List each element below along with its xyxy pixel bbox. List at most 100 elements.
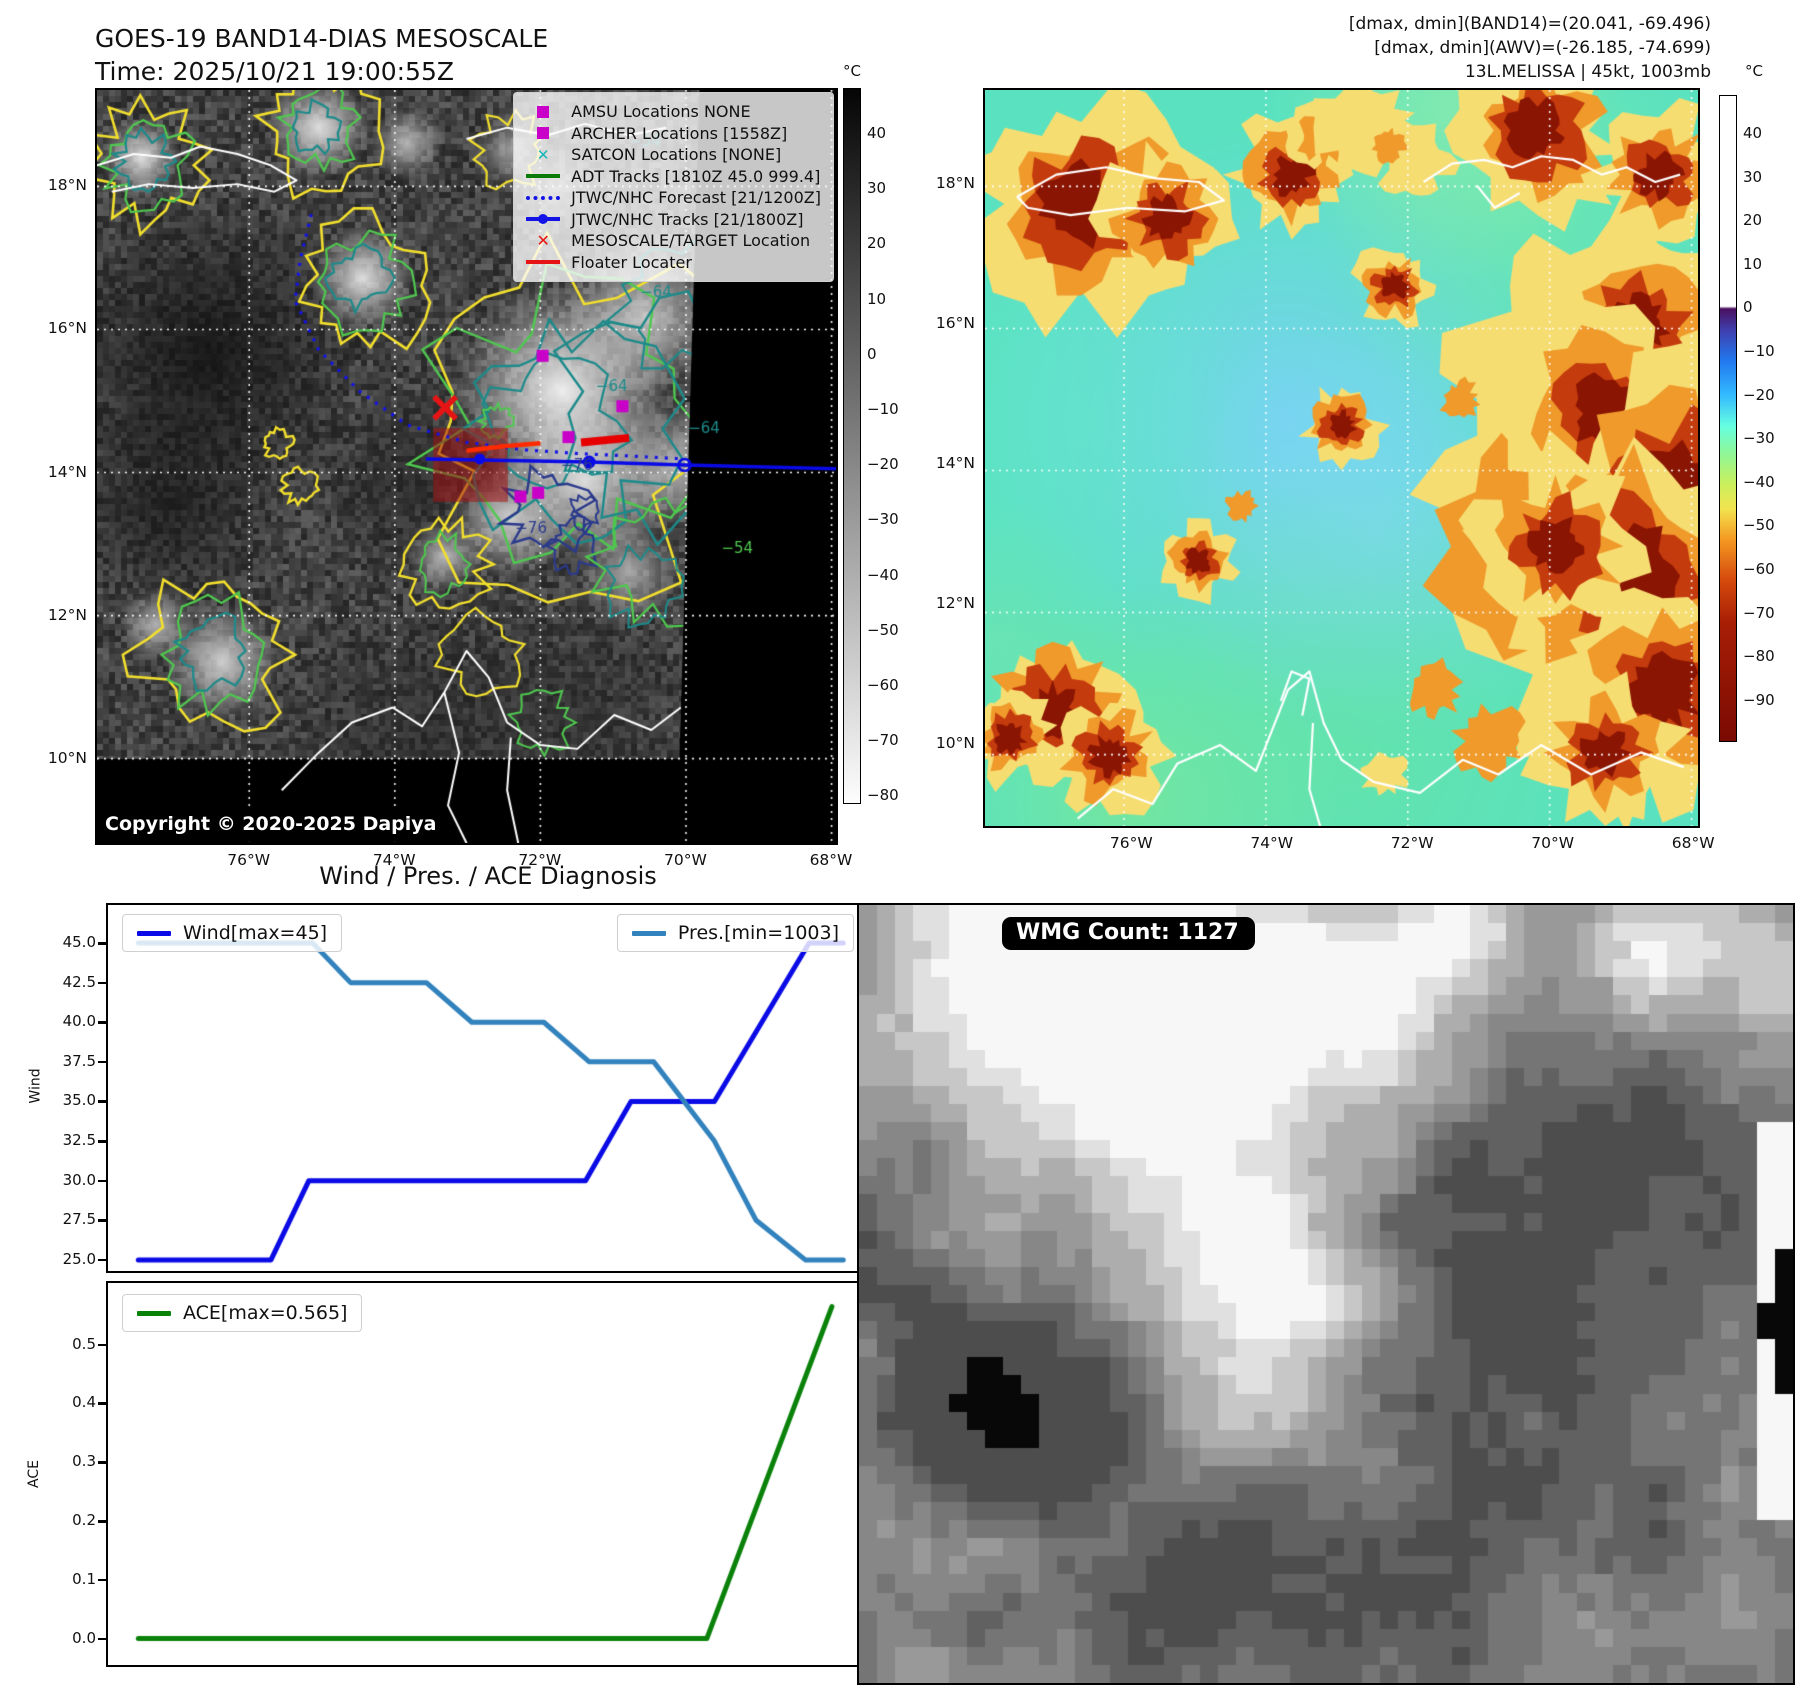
pressure-legend-label: Pres.[min=1003] (677, 922, 839, 944)
colorbar-tick: −10 (867, 399, 899, 418)
legend-item-label: JTWC/NHC Forecast [21/1200Z] (571, 188, 821, 208)
legend-item-label: MESOSCALE/TARGET Location (571, 231, 811, 251)
wmg-panel: WMG Count: 1127 (857, 903, 1795, 1685)
ace-tick: 0.5 (72, 1334, 96, 1353)
header-right: [dmax, dmin](BAND14)=(20.041, -69.496) [… (1349, 12, 1711, 84)
wind-legend-swatch (137, 930, 171, 936)
tick-mark (98, 1343, 106, 1347)
tick-mark (98, 1100, 106, 1103)
wind-tick: 40.0 (62, 1012, 96, 1031)
lon-tick: 72°W (1390, 834, 1434, 852)
wind-tick: 42.5 (62, 972, 96, 991)
ace-chart: ACE[max=0.565] 0.5 0.4 0.3 0.2 0.1 0.0 (72, 1281, 868, 1667)
tick-mark (98, 942, 106, 945)
lat-tick: 16°N (935, 314, 975, 333)
colorbar-tick: 20 (867, 234, 887, 253)
colorbar-tick: −60 (1743, 560, 1775, 579)
legend-item: ARCHER Locations [1558Z] (524, 123, 821, 145)
lon-tick: 70°W (1531, 834, 1575, 852)
tick-mark (98, 1637, 106, 1641)
legend-symbol-target: ✕ (524, 231, 562, 250)
ace-tick: 0.3 (72, 1452, 96, 1471)
colorbar-tick: 10 (867, 289, 887, 308)
meta-line-1: [dmax, dmin](BAND14)=(20.041, -69.496) (1348, 14, 1711, 34)
wind-axis-label: Wind (27, 1068, 44, 1104)
wind-tick: 30.0 (62, 1170, 96, 1189)
colorbar-tick: −90 (1743, 690, 1775, 709)
awv-map-panel: 18°N 16°N 14°N 12°N 10°N 76°W 74°W 72°W 70°W 68°… (936, 88, 1715, 852)
legend-item-label: AMSU Locations NONE (571, 102, 751, 122)
wind-pressure-canvas (108, 905, 866, 1271)
colorbar-tick: −80 (867, 786, 899, 805)
ace-legend-label: ACE[max=0.565] (183, 1302, 348, 1324)
figure-time: Time: 2025/10/21 19:00:55Z (95, 57, 454, 86)
ace-legend-swatch (137, 1310, 171, 1316)
colorbar-tick: 40 (1743, 124, 1763, 143)
colorbar-tick: 10 (1743, 254, 1763, 273)
wind-tick: 35.0 (62, 1091, 96, 1110)
lon-tick: 76°W (1109, 834, 1153, 852)
lat-tick: 18°N (935, 174, 975, 193)
tick-mark (98, 1060, 106, 1064)
square-marker-icon (537, 127, 550, 140)
tick-mark (98, 1021, 106, 1024)
legend-item: ADT Tracks [1810Z 45.0 999.4] (524, 166, 821, 188)
colorbar-tick: 0 (867, 344, 877, 363)
x-marker-icon: ✕ (536, 145, 550, 164)
legend-item-label: ADT Tracks [1810Z 45.0 999.4] (571, 166, 821, 186)
tick-mark (98, 1461, 106, 1464)
colorbar-tick: −60 (867, 675, 899, 694)
dot-icon (538, 214, 549, 225)
colorbar-tick: −20 (867, 455, 899, 474)
colorbar-tick: −40 (1743, 472, 1775, 491)
pressure-legend: Pres.[min=1003] (616, 914, 854, 952)
legend-symbol-track (524, 214, 562, 225)
ace-tick: 0.0 (72, 1628, 96, 1647)
band14-map-panel: AMSU Locations NONE ARCHER Locations [155… (48, 88, 852, 869)
lat-tick: 18°N (47, 176, 87, 195)
colorbar-tick: 30 (867, 179, 887, 198)
wmg-count-badge: WMG Count: 1127 (1002, 917, 1255, 950)
colorbar-tick: −10 (1743, 342, 1775, 361)
colorbar-tick: −80 (1743, 647, 1775, 666)
tick-mark (98, 1179, 106, 1183)
ace-canvas (108, 1283, 866, 1665)
colorbar-tick: −50 (1743, 516, 1775, 535)
tick-mark (98, 1258, 106, 1262)
tick-mark (98, 1140, 106, 1143)
legend-symbol-amsu (524, 105, 562, 118)
lat-tick: 12°N (935, 593, 975, 612)
legend-item-label: ARCHER Locations [1558Z] (571, 123, 788, 143)
colorbar-tick: −30 (1743, 429, 1775, 448)
wind-tick: 37.5 (62, 1051, 96, 1070)
lon-tick: 68°W (809, 851, 853, 869)
dotted-line-icon (526, 195, 561, 200)
line-icon (526, 260, 561, 265)
wind-tick: 32.5 (62, 1131, 96, 1150)
ace-legend: ACE[max=0.565] (122, 1294, 363, 1332)
meta-line-3: 13L.MELISSA | 45kt, 1003mb (1464, 62, 1711, 82)
legend-item: Floater Locater (524, 252, 821, 274)
wind-tick: 25.0 (62, 1249, 96, 1268)
tick-mark (98, 1402, 106, 1405)
pressure-legend-swatch (631, 930, 666, 936)
lat-tick: 14°N (935, 453, 975, 472)
wind-pressure-chart: Wind[max=45] Pres.[min=1003] 45.0 42.5 40.… (63, 903, 914, 1273)
colorbar-tick: 20 (1743, 211, 1763, 230)
lat-tick: 12°N (47, 605, 87, 624)
square-marker-icon (537, 105, 550, 118)
lon-tick: 70°W (663, 851, 707, 869)
band14-colorbar-unit: °C (843, 62, 861, 80)
tick-mark (98, 1578, 106, 1582)
header-left: GOES-19 BAND14-DIAS MESOSCALE Time: 2025… (95, 22, 548, 88)
meta-line-2: [dmax, dmin](AWV)=(-26.185, -74.699) (1374, 38, 1711, 58)
colorbar-tick: −70 (1743, 603, 1775, 622)
tick-mark (98, 1219, 106, 1222)
line-dot-icon (526, 214, 561, 225)
colorbar-tick: −40 (867, 565, 899, 584)
colorbar-tick: 30 (1743, 167, 1763, 186)
legend-symbol-adt (524, 174, 562, 179)
lat-tick: 10°N (47, 748, 87, 767)
lat-tick: 16°N (47, 319, 87, 338)
colorbar-tick: −50 (867, 620, 899, 639)
